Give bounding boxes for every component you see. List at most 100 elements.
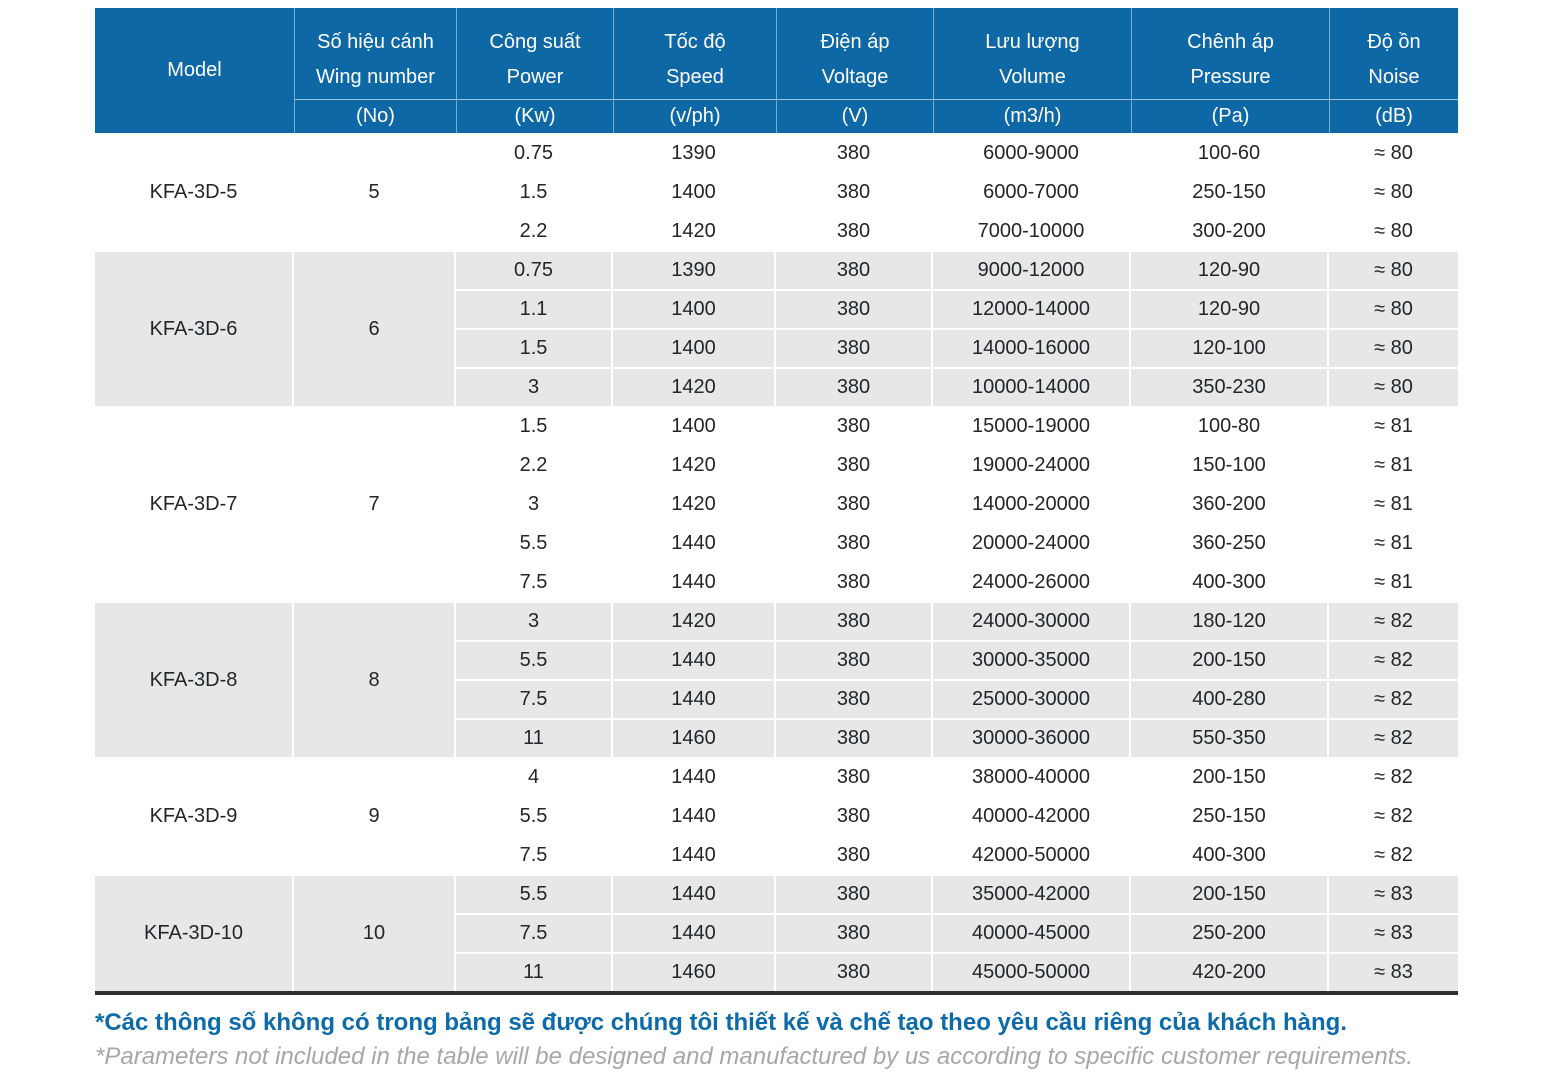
voltage-cell: 380: [776, 172, 933, 211]
power-cell: 7.5: [456, 913, 613, 952]
speed-cell: 1420: [613, 445, 776, 484]
noise-cell: ≈ 82: [1329, 679, 1458, 718]
voltage-cell: 380: [776, 952, 933, 991]
table-row: 7.5 1440 380 40000-45000 250-200 ≈ 83: [95, 913, 1458, 952]
table-row: 7.5 1440 380 42000-50000 400-300 ≈ 82: [95, 835, 1458, 874]
volume-cell: 40000-45000: [933, 913, 1131, 952]
header-pressure-en: Pressure: [1190, 66, 1271, 88]
header-row: Model Số hiệu cánh Wing number (No) Công…: [95, 8, 1458, 133]
pressure-cell: 550-350: [1131, 718, 1329, 757]
volume-cell: 6000-7000: [933, 172, 1131, 211]
noise-cell: ≈ 82: [1329, 640, 1458, 679]
speed-cell: 1440: [613, 913, 776, 952]
noise-cell: ≈ 81: [1329, 484, 1458, 523]
pressure-cell: 250-150: [1131, 172, 1329, 211]
power-cell: 7.5: [456, 835, 613, 874]
header-voltage: Điện áp Voltage (V): [776, 8, 933, 133]
power-cell: 1.5: [456, 172, 613, 211]
header-wing-unit: (No): [356, 105, 395, 127]
noise-cell: ≈ 81: [1329, 445, 1458, 484]
pressure-cell: 180-120: [1131, 601, 1329, 640]
voltage-cell: 380: [776, 913, 933, 952]
header-volume-en: Volume: [999, 66, 1066, 88]
speed-cell: 1440: [613, 874, 776, 913]
voltage-cell: 380: [776, 250, 933, 289]
pressure-cell: 350-230: [1131, 367, 1329, 406]
volume-cell: 20000-24000: [933, 523, 1131, 562]
voltage-cell: 380: [776, 523, 933, 562]
header-voltage-vn: Điện áp: [820, 31, 890, 53]
power-cell: 5.5: [456, 640, 613, 679]
pressure-cell: 100-80: [1131, 406, 1329, 445]
table-row: KFA-3D-9 9 4 1440 380 38000-40000 200-150 ≈ 82: [95, 757, 1458, 874]
header-divider: [457, 99, 613, 100]
power-cell: 5.5: [456, 796, 613, 835]
volume-cell: 25000-30000: [933, 679, 1131, 718]
volume-cell: 12000-14000: [933, 289, 1131, 328]
table-row: 2.2 1420 380 19000-24000 150-100 ≈ 81: [95, 445, 1458, 484]
noise-cell: ≈ 80: [1329, 211, 1458, 250]
header-divider: [1132, 99, 1329, 100]
model-cell: KFA-3D-9: [95, 757, 294, 874]
speed-cell: 1440: [613, 835, 776, 874]
power-cell: 11: [456, 718, 613, 757]
volume-cell: 45000-50000: [933, 952, 1131, 991]
power-cell: 1.5: [456, 406, 613, 445]
table-row: 5.5 1440 380 20000-24000 360-250 ≈ 81: [95, 523, 1458, 562]
speed-cell: 1400: [613, 328, 776, 367]
table-header: Model Số hiệu cánh Wing number (No) Công…: [95, 8, 1458, 133]
header-noise-vn: Độ ồn: [1367, 31, 1421, 53]
pressure-cell: 360-200: [1131, 484, 1329, 523]
table-row: 3 1420 380 14000-20000 360-200 ≈ 81: [95, 484, 1458, 523]
header-voltage-en: Voltage: [821, 66, 889, 88]
volume-cell: 14000-20000: [933, 484, 1131, 523]
header-divider: [614, 99, 776, 100]
voltage-cell: 380: [776, 601, 933, 640]
noise-cell: ≈ 80: [1329, 133, 1458, 172]
pressure-cell: 120-90: [1131, 289, 1329, 328]
pressure-cell: 250-200: [1131, 913, 1329, 952]
header-noise-unit: (dB): [1375, 105, 1413, 127]
voltage-cell: 380: [776, 640, 933, 679]
pressure-cell: 400-300: [1131, 562, 1329, 601]
voltage-cell: 380: [776, 406, 933, 445]
speed-cell: 1390: [613, 250, 776, 289]
noise-cell: ≈ 81: [1329, 523, 1458, 562]
volume-cell: 19000-24000: [933, 445, 1131, 484]
table-row: KFA-3D-6 6 0.75 1390 380 9000-12000 120-90 ≈ 80: [95, 250, 1458, 406]
volume-cell: 15000-19000: [933, 406, 1131, 445]
volume-cell: 30000-35000: [933, 640, 1131, 679]
header-noise-en: Noise: [1368, 66, 1420, 88]
pressure-cell: 120-90: [1131, 250, 1329, 289]
pressure-cell: 400-280: [1131, 679, 1329, 718]
voltage-cell: 380: [776, 328, 933, 367]
footnote-vietnamese: *Các thông số không có trong bảng sẽ đượ…: [95, 1009, 1347, 1036]
header-pressure: Chênh áp Pressure (Pa): [1131, 8, 1329, 133]
voltage-cell: 380: [776, 484, 933, 523]
header-volume-vn: Lưu lượng: [985, 31, 1080, 53]
power-cell: 7.5: [456, 562, 613, 601]
table-row: KFA-3D-7 7 1.5 1400 380 15000-19000 100-80 ≈ 81: [95, 406, 1458, 601]
speed-cell: 1400: [613, 406, 776, 445]
volume-cell: 40000-42000: [933, 796, 1131, 835]
table-row: 3 1420 380 10000-14000 350-230 ≈ 80: [95, 367, 1458, 406]
power-cell: 4: [456, 757, 613, 796]
speed-cell: 1460: [613, 952, 776, 991]
power-cell: 1.1: [456, 289, 613, 328]
noise-cell: ≈ 81: [1329, 406, 1458, 445]
pressure-cell: 100-60: [1131, 133, 1329, 172]
header-pressure-unit: (Pa): [1211, 105, 1250, 127]
noise-cell: ≈ 83: [1329, 913, 1458, 952]
voltage-cell: 380: [776, 289, 933, 328]
header-wing-vn: Số hiệu cánh: [317, 31, 434, 53]
table-row: 7.5 1440 380 25000-30000 400-280 ≈ 82: [95, 679, 1458, 718]
model-cell: KFA-3D-5: [95, 133, 294, 250]
volume-cell: 42000-50000: [933, 835, 1131, 874]
pressure-cell: 120-100: [1131, 328, 1329, 367]
table-row: KFA-3D-10 10 5.5 1440 380 35000-42000 200-150 ≈…: [95, 874, 1458, 991]
power-cell: 0.75: [456, 133, 613, 172]
speed-cell: 1440: [613, 679, 776, 718]
pressure-cell: 360-250: [1131, 523, 1329, 562]
header-speed-en: Speed: [666, 66, 724, 88]
